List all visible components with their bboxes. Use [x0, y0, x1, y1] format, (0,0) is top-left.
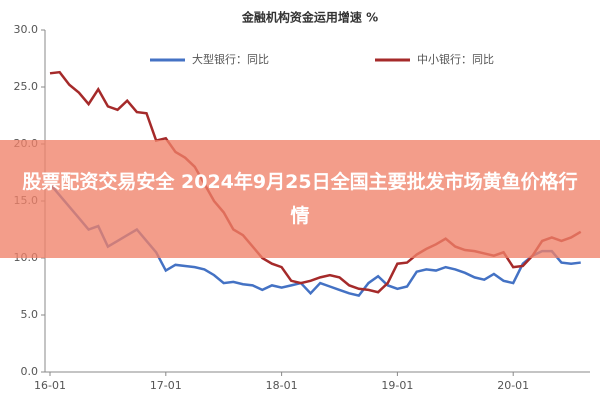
- x-tick-label: 19-01: [381, 379, 413, 392]
- x-tick-label: 16-01: [34, 379, 66, 392]
- banner-text: 股票配资交易安全 2024年9月25日全国主要批发市场黄鱼价格行情: [22, 171, 578, 227]
- y-tick-label: 30.0: [14, 23, 39, 36]
- legend-label: 中小银行：同比: [417, 52, 494, 66]
- y-tick-label: 5.0: [21, 308, 39, 321]
- y-tick-label: 25.0: [14, 80, 39, 93]
- legend-label: 大型银行：同比: [192, 52, 269, 66]
- banner: 股票配资交易安全 2024年9月25日全国主要批发市场黄鱼价格行情: [0, 140, 600, 258]
- chart-title: 金融机构资金运用增速 %: [241, 10, 378, 25]
- x-tick-label: 18-01: [266, 379, 298, 392]
- x-tick-label: 17-01: [150, 379, 182, 392]
- y-tick-label: 0.0: [21, 365, 39, 378]
- x-tick-label: 20-01: [497, 379, 529, 392]
